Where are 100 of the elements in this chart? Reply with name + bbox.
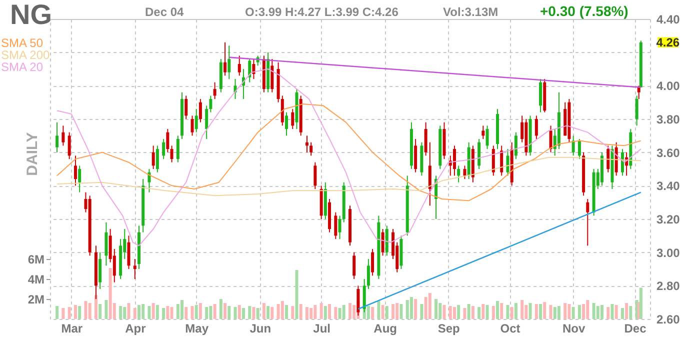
y-tick-label: 4.00 xyxy=(656,79,680,94)
bar xyxy=(371,307,374,319)
bar xyxy=(148,306,151,319)
bar xyxy=(629,306,632,319)
bar xyxy=(137,305,140,319)
bar xyxy=(420,304,424,319)
candlestick xyxy=(478,138,481,170)
bar xyxy=(610,304,614,319)
bar xyxy=(600,305,604,319)
bar xyxy=(381,305,384,319)
bar xyxy=(438,303,442,319)
bar xyxy=(442,305,446,319)
candlestick xyxy=(381,228,384,256)
bar xyxy=(180,300,184,319)
bar xyxy=(176,304,180,319)
bar xyxy=(194,305,198,319)
candlestick xyxy=(184,95,188,120)
bar xyxy=(586,300,590,319)
candlestick xyxy=(104,222,108,266)
candlestick xyxy=(637,85,640,100)
y2-tick-label: 6M xyxy=(28,252,44,266)
text: Dec 04 xyxy=(145,5,184,19)
bar xyxy=(228,306,231,319)
bar xyxy=(506,305,510,319)
bar xyxy=(280,301,284,319)
x-tick-label: Apr xyxy=(125,322,146,336)
candlestick xyxy=(635,95,638,126)
bar xyxy=(262,303,266,319)
candlestick xyxy=(620,148,624,176)
bar xyxy=(310,308,313,319)
bar xyxy=(190,306,194,319)
bar xyxy=(614,305,618,319)
bar xyxy=(127,303,130,319)
x-tick-label: Jul xyxy=(313,322,330,336)
bar xyxy=(448,306,452,319)
candlestick xyxy=(539,78,542,113)
candlestick xyxy=(78,165,82,193)
candlestick xyxy=(414,138,418,173)
bar xyxy=(478,307,481,319)
bar xyxy=(582,304,586,319)
bar xyxy=(463,308,466,319)
bar xyxy=(238,305,241,319)
bar xyxy=(457,305,460,319)
bar xyxy=(299,304,302,319)
candlestick xyxy=(74,155,77,186)
bar xyxy=(520,300,524,319)
candlestick xyxy=(352,252,356,280)
bar xyxy=(314,305,317,319)
bar xyxy=(528,303,532,319)
bar xyxy=(270,307,274,319)
candlestick xyxy=(190,115,194,136)
candlestick xyxy=(162,138,166,160)
bar xyxy=(385,306,388,319)
candlestick xyxy=(506,148,510,176)
bar xyxy=(564,303,567,319)
bar xyxy=(88,303,92,319)
bar xyxy=(625,303,628,319)
bar xyxy=(568,304,571,319)
candlestick xyxy=(492,145,495,176)
bar xyxy=(482,304,485,319)
candlestick xyxy=(314,162,317,190)
y-tick-label: 3.00 xyxy=(656,246,680,260)
bar xyxy=(578,305,581,319)
candlestick xyxy=(228,45,231,80)
bar xyxy=(284,305,288,319)
y2-tick-label: 4M xyxy=(28,272,44,286)
chart-title: NG xyxy=(10,0,52,30)
candlestick xyxy=(428,142,432,206)
bar xyxy=(305,307,308,319)
bar xyxy=(434,299,438,319)
bar xyxy=(123,307,126,319)
bar xyxy=(620,308,624,319)
candlestick xyxy=(514,132,518,160)
y-tick-label: 3.80 xyxy=(656,112,680,126)
x-tick-label: Nov xyxy=(562,322,586,336)
y-tick-label: 2.60 xyxy=(656,312,680,326)
bar xyxy=(592,303,596,319)
bar xyxy=(133,308,136,319)
text: DAILY xyxy=(24,132,41,176)
bar xyxy=(248,306,252,319)
candlestick xyxy=(463,165,466,180)
candlestick xyxy=(209,95,212,113)
candlestick xyxy=(385,225,388,256)
candlestick xyxy=(482,125,485,140)
bar xyxy=(209,306,212,319)
candlestick xyxy=(176,135,180,163)
x-tick-label: Aug xyxy=(374,322,397,336)
bar xyxy=(400,304,403,319)
bar xyxy=(534,304,538,319)
bar xyxy=(84,301,88,319)
bar xyxy=(119,306,122,319)
bar xyxy=(366,306,370,319)
y-tick-label: 3.60 xyxy=(656,146,680,160)
bar xyxy=(338,308,342,319)
candlestick xyxy=(252,58,256,80)
candlestick xyxy=(578,138,581,160)
candlestick xyxy=(284,112,288,136)
bar xyxy=(414,299,418,319)
text: SMA 20 xyxy=(1,60,44,74)
candlestick xyxy=(205,105,208,140)
